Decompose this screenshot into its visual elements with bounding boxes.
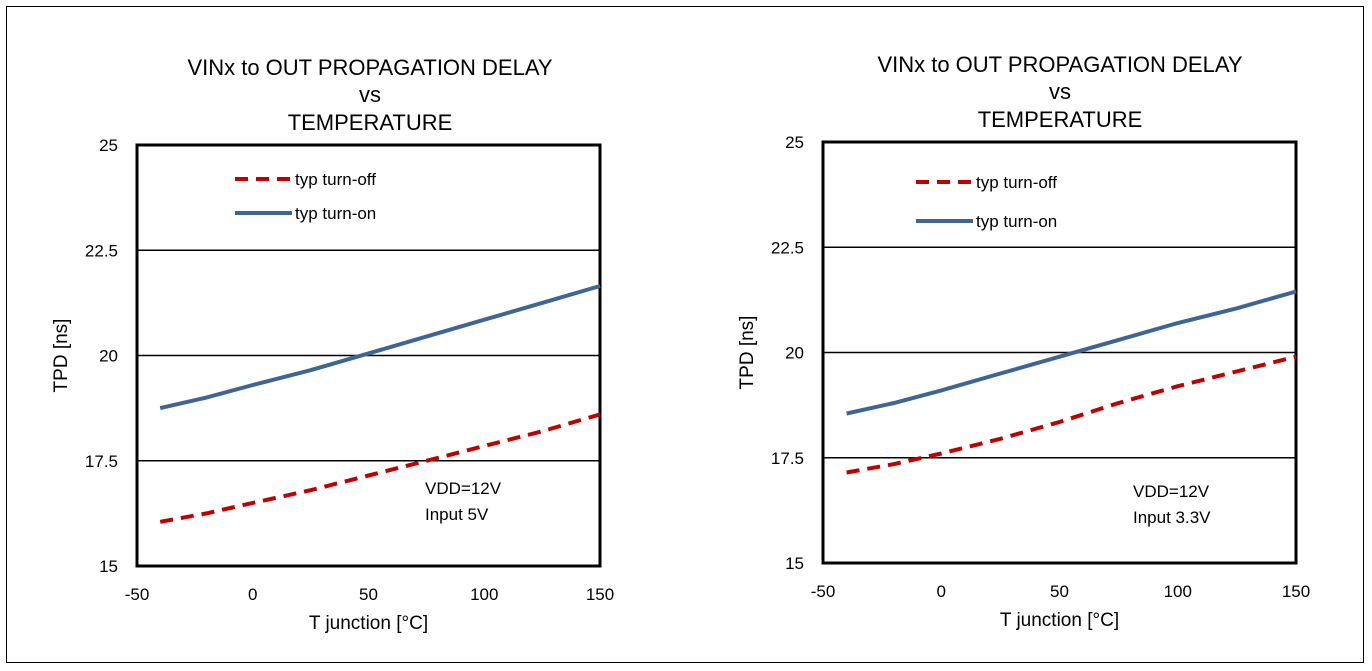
series-line-turn-off — [846, 354, 1297, 475]
legend-label: typ turn-off — [295, 170, 376, 189]
y-tick-label: 15 — [99, 557, 118, 576]
chart-title-line: vs — [1049, 79, 1071, 104]
series-line-turn-on — [846, 289, 1297, 416]
annotation-text: Input 3.3V — [1133, 508, 1211, 527]
y-tick-label: 22.5 — [771, 238, 804, 257]
x-tick-label: -50 — [811, 582, 836, 601]
y-axis-label: TPD [ns] — [737, 316, 758, 390]
chart-title-line: TEMPERATURE — [978, 107, 1143, 132]
legend-label: typ turn-on — [295, 204, 376, 223]
legend-label: typ turn-on — [976, 212, 1057, 231]
x-tick-label: 50 — [359, 585, 378, 604]
x-tick-label: 150 — [586, 585, 614, 604]
chart-2 — [821, 140, 1298, 565]
x-axis-label: T junction [°C] — [309, 613, 428, 634]
x-axis-label: T junction [°C] — [1000, 610, 1119, 631]
x-tick-label: 150 — [1282, 582, 1310, 601]
y-tick-label: 15 — [785, 554, 804, 573]
chart-title-line: TEMPERATURE — [288, 110, 453, 135]
x-tick-label: 50 — [1050, 582, 1069, 601]
y-tick-label: 25 — [99, 136, 118, 155]
y-tick-label: 25 — [785, 133, 804, 152]
y-tick-label: 20 — [99, 347, 118, 366]
chart-title-line: VINx to OUT PROPAGATION DELAY — [877, 52, 1242, 77]
series-line-turn-on — [159, 284, 601, 411]
chart-1 — [135, 143, 602, 568]
annotation-text: Input 5V — [425, 505, 489, 524]
x-tick-label: 0 — [937, 582, 946, 601]
x-tick-label: 100 — [470, 585, 498, 604]
x-tick-label: -50 — [125, 585, 150, 604]
y-tick-label: 22.5 — [85, 241, 118, 260]
chart-title-line: vs — [359, 82, 381, 107]
y-tick-label: 20 — [785, 344, 804, 363]
legend-label: typ turn-off — [976, 173, 1057, 192]
chart-title-line: VINx to OUT PROPAGATION DELAY — [187, 55, 552, 80]
x-tick-label: 100 — [1164, 582, 1192, 601]
annotation-text: VDD=12V — [425, 479, 502, 498]
y-axis-label: TPD [ns] — [51, 319, 72, 393]
plot-area-border — [135, 143, 602, 568]
series-line-turn-off — [159, 412, 601, 524]
annotation-text: VDD=12V — [1133, 482, 1210, 501]
x-tick-label: 0 — [248, 585, 257, 604]
y-tick-label: 17.5 — [85, 452, 118, 471]
y-tick-label: 17.5 — [771, 449, 804, 468]
plot-area-border — [821, 140, 1298, 565]
